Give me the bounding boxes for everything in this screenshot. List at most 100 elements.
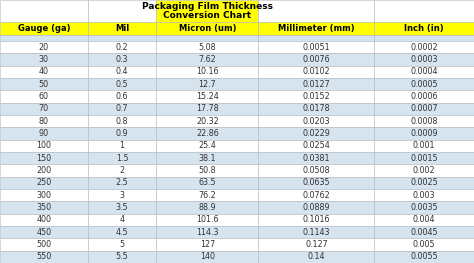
Text: 0.0203: 0.0203 <box>302 117 330 126</box>
Bar <box>0 238 88 251</box>
Bar <box>374 238 474 251</box>
Text: 0.0055: 0.0055 <box>410 252 438 261</box>
Bar <box>156 226 258 238</box>
Text: 12.7: 12.7 <box>199 80 216 89</box>
Bar <box>0 177 88 189</box>
Bar <box>374 251 474 263</box>
Text: 0.3: 0.3 <box>116 55 128 64</box>
Text: 114.3: 114.3 <box>196 228 219 237</box>
Text: 0.0025: 0.0025 <box>410 178 438 187</box>
Bar <box>0 140 88 152</box>
Text: 400: 400 <box>36 215 51 224</box>
Bar <box>258 140 374 152</box>
Bar <box>374 201 474 214</box>
Bar <box>0 189 88 201</box>
Text: Packaging Film Thickness: Packaging Film Thickness <box>142 2 273 11</box>
Text: 25.4: 25.4 <box>199 141 216 150</box>
Bar <box>156 0 258 22</box>
Text: 0.1016: 0.1016 <box>302 215 330 224</box>
Text: 17.78: 17.78 <box>196 104 219 113</box>
Bar <box>374 66 474 78</box>
Text: Millimeter (mm): Millimeter (mm) <box>278 24 355 33</box>
Bar <box>88 189 156 201</box>
Text: 7.62: 7.62 <box>199 55 216 64</box>
Bar <box>156 115 258 127</box>
Bar <box>258 41 374 53</box>
Bar <box>156 214 258 226</box>
Text: 3: 3 <box>119 191 125 200</box>
Text: 0.0045: 0.0045 <box>410 228 438 237</box>
Bar <box>0 127 88 140</box>
Text: 20.32: 20.32 <box>196 117 219 126</box>
Bar <box>0 226 88 238</box>
Bar <box>258 177 374 189</box>
Text: 70: 70 <box>39 104 49 113</box>
Bar <box>374 0 474 22</box>
Text: 0.7: 0.7 <box>116 104 128 113</box>
Text: 0.001: 0.001 <box>413 141 436 150</box>
Bar <box>88 164 156 177</box>
Text: 0.0009: 0.0009 <box>410 129 438 138</box>
Bar <box>0 115 88 127</box>
Bar <box>88 0 156 22</box>
Text: 4.5: 4.5 <box>116 228 128 237</box>
Text: 100: 100 <box>36 141 51 150</box>
Text: 0.0508: 0.0508 <box>302 166 330 175</box>
Bar <box>0 66 88 78</box>
Text: 0.0004: 0.0004 <box>410 67 438 76</box>
Bar <box>156 189 258 201</box>
Bar <box>88 90 156 103</box>
Bar <box>374 22 474 35</box>
Text: 0.0035: 0.0035 <box>410 203 438 212</box>
Bar <box>374 90 474 103</box>
Bar <box>0 90 88 103</box>
Text: 0.0889: 0.0889 <box>302 203 330 212</box>
Text: 350: 350 <box>36 203 51 212</box>
Text: 0.9: 0.9 <box>116 129 128 138</box>
Text: 0.0005: 0.0005 <box>410 80 438 89</box>
Bar <box>258 115 374 127</box>
Text: 0.005: 0.005 <box>413 240 436 249</box>
Text: 0.0102: 0.0102 <box>302 67 330 76</box>
Text: Conversion Chart: Conversion Chart <box>164 11 251 20</box>
Bar <box>0 22 88 35</box>
Bar <box>88 53 156 66</box>
Text: 0.003: 0.003 <box>413 191 436 200</box>
Bar <box>374 189 474 201</box>
Bar <box>88 41 156 53</box>
Bar <box>258 22 374 35</box>
Text: 50: 50 <box>39 80 49 89</box>
Bar <box>0 164 88 177</box>
Text: 0.0178: 0.0178 <box>302 104 330 113</box>
Text: 0.0229: 0.0229 <box>302 129 330 138</box>
Bar <box>156 35 258 41</box>
Bar <box>258 226 374 238</box>
Bar <box>374 35 474 41</box>
Text: 500: 500 <box>36 240 51 249</box>
Bar <box>88 238 156 251</box>
Bar <box>88 78 156 90</box>
Text: 101.6: 101.6 <box>196 215 219 224</box>
Text: 0.14: 0.14 <box>308 252 325 261</box>
Bar <box>374 140 474 152</box>
Text: 150: 150 <box>36 154 51 163</box>
Bar <box>0 103 88 115</box>
Bar <box>156 140 258 152</box>
Bar <box>374 53 474 66</box>
Text: 22.86: 22.86 <box>196 129 219 138</box>
Text: 30: 30 <box>39 55 49 64</box>
Text: 10.16: 10.16 <box>196 67 219 76</box>
Bar <box>374 78 474 90</box>
Bar <box>258 35 374 41</box>
Text: Gauge (ga): Gauge (ga) <box>18 24 70 33</box>
Text: 0.0003: 0.0003 <box>410 55 438 64</box>
Text: 0.0762: 0.0762 <box>302 191 330 200</box>
Text: 0.0254: 0.0254 <box>302 141 330 150</box>
Text: 2.5: 2.5 <box>116 178 128 187</box>
Bar <box>156 164 258 177</box>
Bar <box>0 152 88 164</box>
Bar <box>0 251 88 263</box>
Text: Mil: Mil <box>115 24 129 33</box>
Bar <box>156 238 258 251</box>
Bar <box>258 201 374 214</box>
